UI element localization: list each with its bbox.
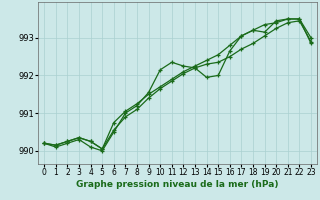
X-axis label: Graphe pression niveau de la mer (hPa): Graphe pression niveau de la mer (hPa) xyxy=(76,180,279,189)
